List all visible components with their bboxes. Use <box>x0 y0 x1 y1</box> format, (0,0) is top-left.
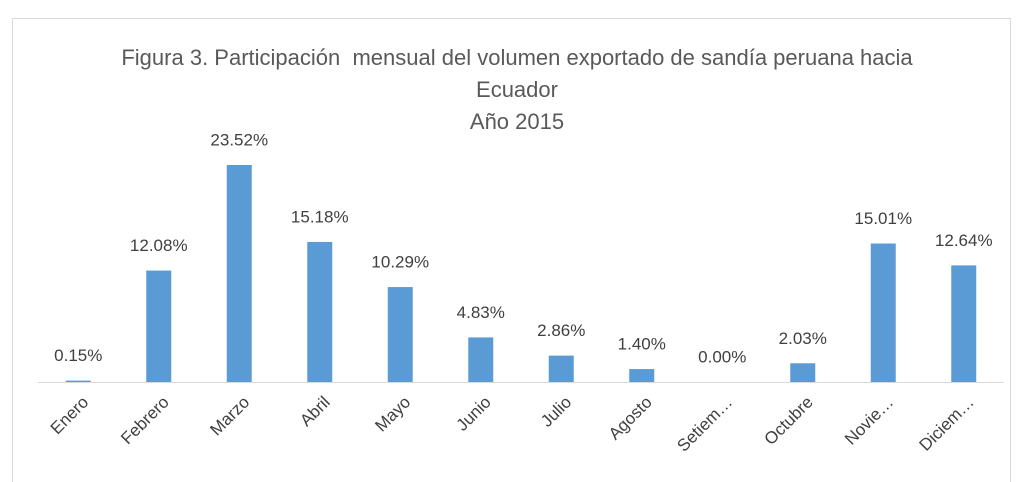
x-tick-label: Febrero <box>117 393 173 449</box>
data-label: 10.29% <box>371 253 429 272</box>
x-tick-label: Julio <box>537 393 575 431</box>
data-label: 15.18% <box>291 207 349 226</box>
bar <box>548 355 574 382</box>
x-tick-label: Diciem… <box>916 393 978 455</box>
chart-border <box>12 18 1011 482</box>
bar <box>65 380 91 382</box>
x-tick-label: Octubre <box>761 393 817 449</box>
bar <box>146 270 172 382</box>
data-label: 1.40% <box>618 335 666 354</box>
bar <box>226 165 252 382</box>
chart-subtitle: Año 2015 <box>469 109 565 134</box>
x-tick-label: Abril <box>296 393 333 430</box>
data-label: 12.64% <box>935 231 993 250</box>
x-tick-label: Enero <box>47 393 93 439</box>
bar <box>870 243 896 382</box>
data-label: 2.03% <box>779 329 827 348</box>
bar <box>951 265 977 382</box>
data-label: 12.08% <box>130 236 188 255</box>
bar <box>387 287 413 382</box>
x-tick-label: Marzo <box>206 393 253 440</box>
data-label: 15.01% <box>854 209 912 228</box>
data-label: 4.83% <box>457 303 505 322</box>
data-label: 2.86% <box>537 321 585 340</box>
bar <box>307 241 333 382</box>
bar <box>629 369 655 382</box>
x-tick-label: Setiem… <box>673 393 736 456</box>
data-label: 0.15% <box>54 346 102 365</box>
x-tick-label: Mayo <box>371 393 414 436</box>
x-tick-label: Junio <box>453 393 495 435</box>
x-tick-label: Novie… <box>841 393 897 449</box>
data-label: 0.00% <box>698 347 746 366</box>
chart-title: Figura 3. Participación mensual del volu… <box>121 45 919 102</box>
bar <box>468 337 494 382</box>
bar <box>790 363 816 382</box>
data-label: 23.52% <box>210 130 268 149</box>
x-tick-label: Agosto <box>605 393 656 444</box>
